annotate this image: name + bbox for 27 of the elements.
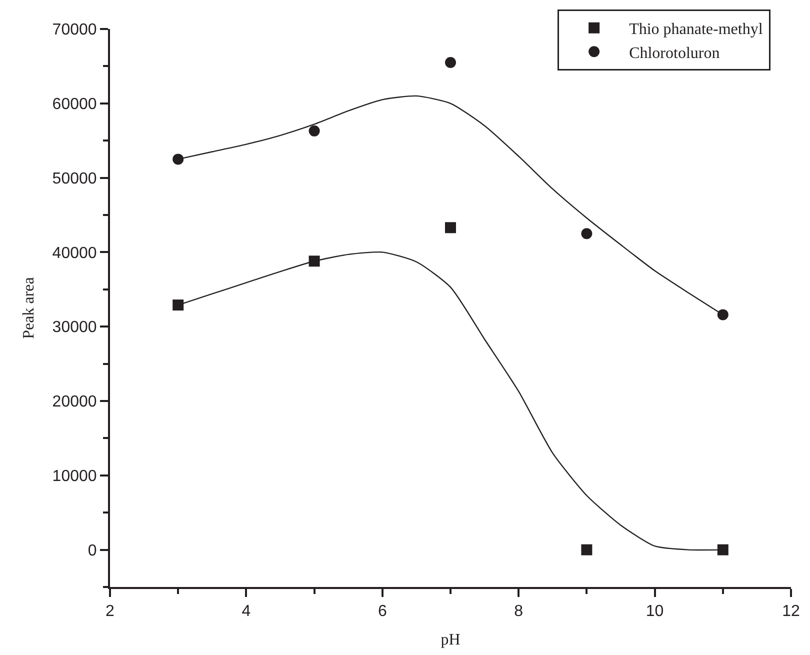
legend-label: Chlorotoluron [629, 44, 720, 62]
x-tick-label: 10 [646, 603, 664, 620]
x-tick-label: 2 [106, 603, 115, 620]
point [308, 125, 320, 136]
legend-label: Thio phanate-methyl [629, 21, 764, 38]
x-tick-label: 6 [378, 603, 387, 620]
y-axis-title: Peak area [20, 277, 38, 339]
x-tick-label: 12 [782, 603, 800, 620]
y-tick-label: 30000 [52, 319, 97, 336]
point [172, 300, 184, 311]
point [445, 56, 456, 68]
y-tick-label: 20000 [52, 394, 97, 411]
point [717, 309, 728, 320]
point [717, 544, 728, 556]
y-tick-label: 0 [88, 542, 97, 560]
y-tick-label: 40000 [52, 244, 97, 262]
point [581, 228, 592, 240]
y-tick-label: 10000 [52, 468, 97, 485]
y-tick-label: 60000 [52, 96, 97, 113]
y-tick-label: 50000 [52, 170, 97, 188]
x-tick-label: 8 [514, 603, 524, 620]
y-tick-label: 70000 [52, 22, 97, 39]
x-axis-title: pH [440, 631, 461, 648]
point [445, 222, 456, 234]
x-tick-label: 4 [242, 603, 251, 620]
point [172, 154, 184, 165]
point [581, 544, 592, 556]
